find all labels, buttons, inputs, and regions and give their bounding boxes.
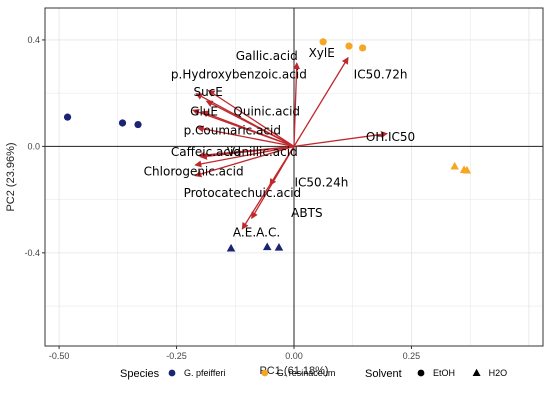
score-point-etoh: [358, 44, 367, 52]
loading-arrow: [194, 145, 295, 168]
legend-species-title: Species: [120, 368, 160, 380]
loading-arrow: [194, 145, 295, 178]
loading-label: Chlorogenic.acid: [144, 165, 244, 179]
x-tick-label: -0.50: [49, 351, 70, 361]
loading-arrow: [196, 125, 295, 148]
loading-arrow: [199, 145, 295, 160]
loading-label: Vanillic.acid: [227, 145, 298, 159]
legend-species-label: G. resinaceum: [277, 368, 336, 378]
legend-species-swatch: [261, 369, 269, 377]
score-point-etoh: [134, 120, 142, 129]
score-point-h2o: [274, 243, 284, 251]
loading-arrow: [205, 100, 295, 147]
loading-label: IC50.24h: [294, 175, 348, 189]
loading-arrow: [200, 110, 295, 148]
score-point-etoh: [319, 38, 327, 46]
score-point-h2o: [262, 242, 272, 251]
loading-label: SucE: [193, 85, 222, 99]
loading-label: XylE: [309, 46, 335, 60]
score-point-etoh: [63, 113, 72, 121]
legend-solvent-label: H2O: [489, 368, 508, 378]
score-point-etoh: [118, 119, 127, 127]
y-tick-label: 0.0: [27, 141, 40, 151]
loading-arrow: [293, 62, 301, 147]
loading-arrow: [293, 56, 349, 147]
loading-labels: Gallic.acid p.Hydroxybenzoic.acid SucE GluE…: [144, 46, 415, 239]
score-point-h2o: [450, 161, 459, 170]
y-axis-ticks: 0.4 0.0 -0.4: [24, 35, 45, 258]
legend-species-label: G. pfeifferi: [184, 368, 225, 378]
score-point-etoh: [345, 42, 353, 50]
loading-label: IC50.72h: [354, 68, 408, 82]
loading-label: A.E.A.C.: [233, 225, 280, 239]
y-tick-label: 0.4: [27, 35, 40, 45]
loading-arrow: [207, 89, 295, 147]
loading-label: GluE: [190, 104, 218, 118]
score-point-h2o: [226, 243, 236, 252]
x-axis-ticks: -0.50 -0.25 0.00 0.25: [49, 346, 420, 361]
loading-label: p.Hydroxybenzoic.acid: [171, 68, 307, 82]
x-tick-label: -0.25: [166, 351, 187, 361]
y-tick-label: -0.4: [24, 248, 40, 258]
loading-label: ABTS: [291, 206, 322, 220]
loading-arrow: [293, 130, 389, 148]
score-point-h2o: [462, 165, 472, 174]
loading-label: Quinic.acid: [233, 104, 300, 118]
loading-arrow: [241, 146, 295, 230]
legend-solvent-swatch: [417, 369, 425, 377]
x-tick-label: 0.00: [285, 351, 303, 361]
loading-label: Gallic.acid: [236, 49, 298, 63]
legend-solvent-swatch: [472, 368, 481, 376]
loading-arrows: [192, 56, 389, 230]
y-axis-title: PC2 (23.96%): [5, 142, 17, 211]
legend-species-swatch: [168, 369, 176, 377]
loading-label: Protocatechuic.acid: [184, 186, 302, 200]
legend-solvent-title: Solvent: [365, 368, 402, 380]
score-points: [63, 38, 472, 252]
loading-label: OH.IC50: [366, 130, 415, 144]
x-axis-title: PC1 (61.18%): [259, 365, 328, 377]
loading-label: Caffeic.acid: [171, 145, 241, 159]
x-tick-label: 0.25: [403, 351, 421, 361]
legend-solvent-label: EtOH: [433, 368, 455, 378]
legend: Species G. pfeifferi G. resinaceum Solvent E…: [120, 368, 507, 380]
loading-label: p.Coumaric.acid: [184, 123, 281, 137]
